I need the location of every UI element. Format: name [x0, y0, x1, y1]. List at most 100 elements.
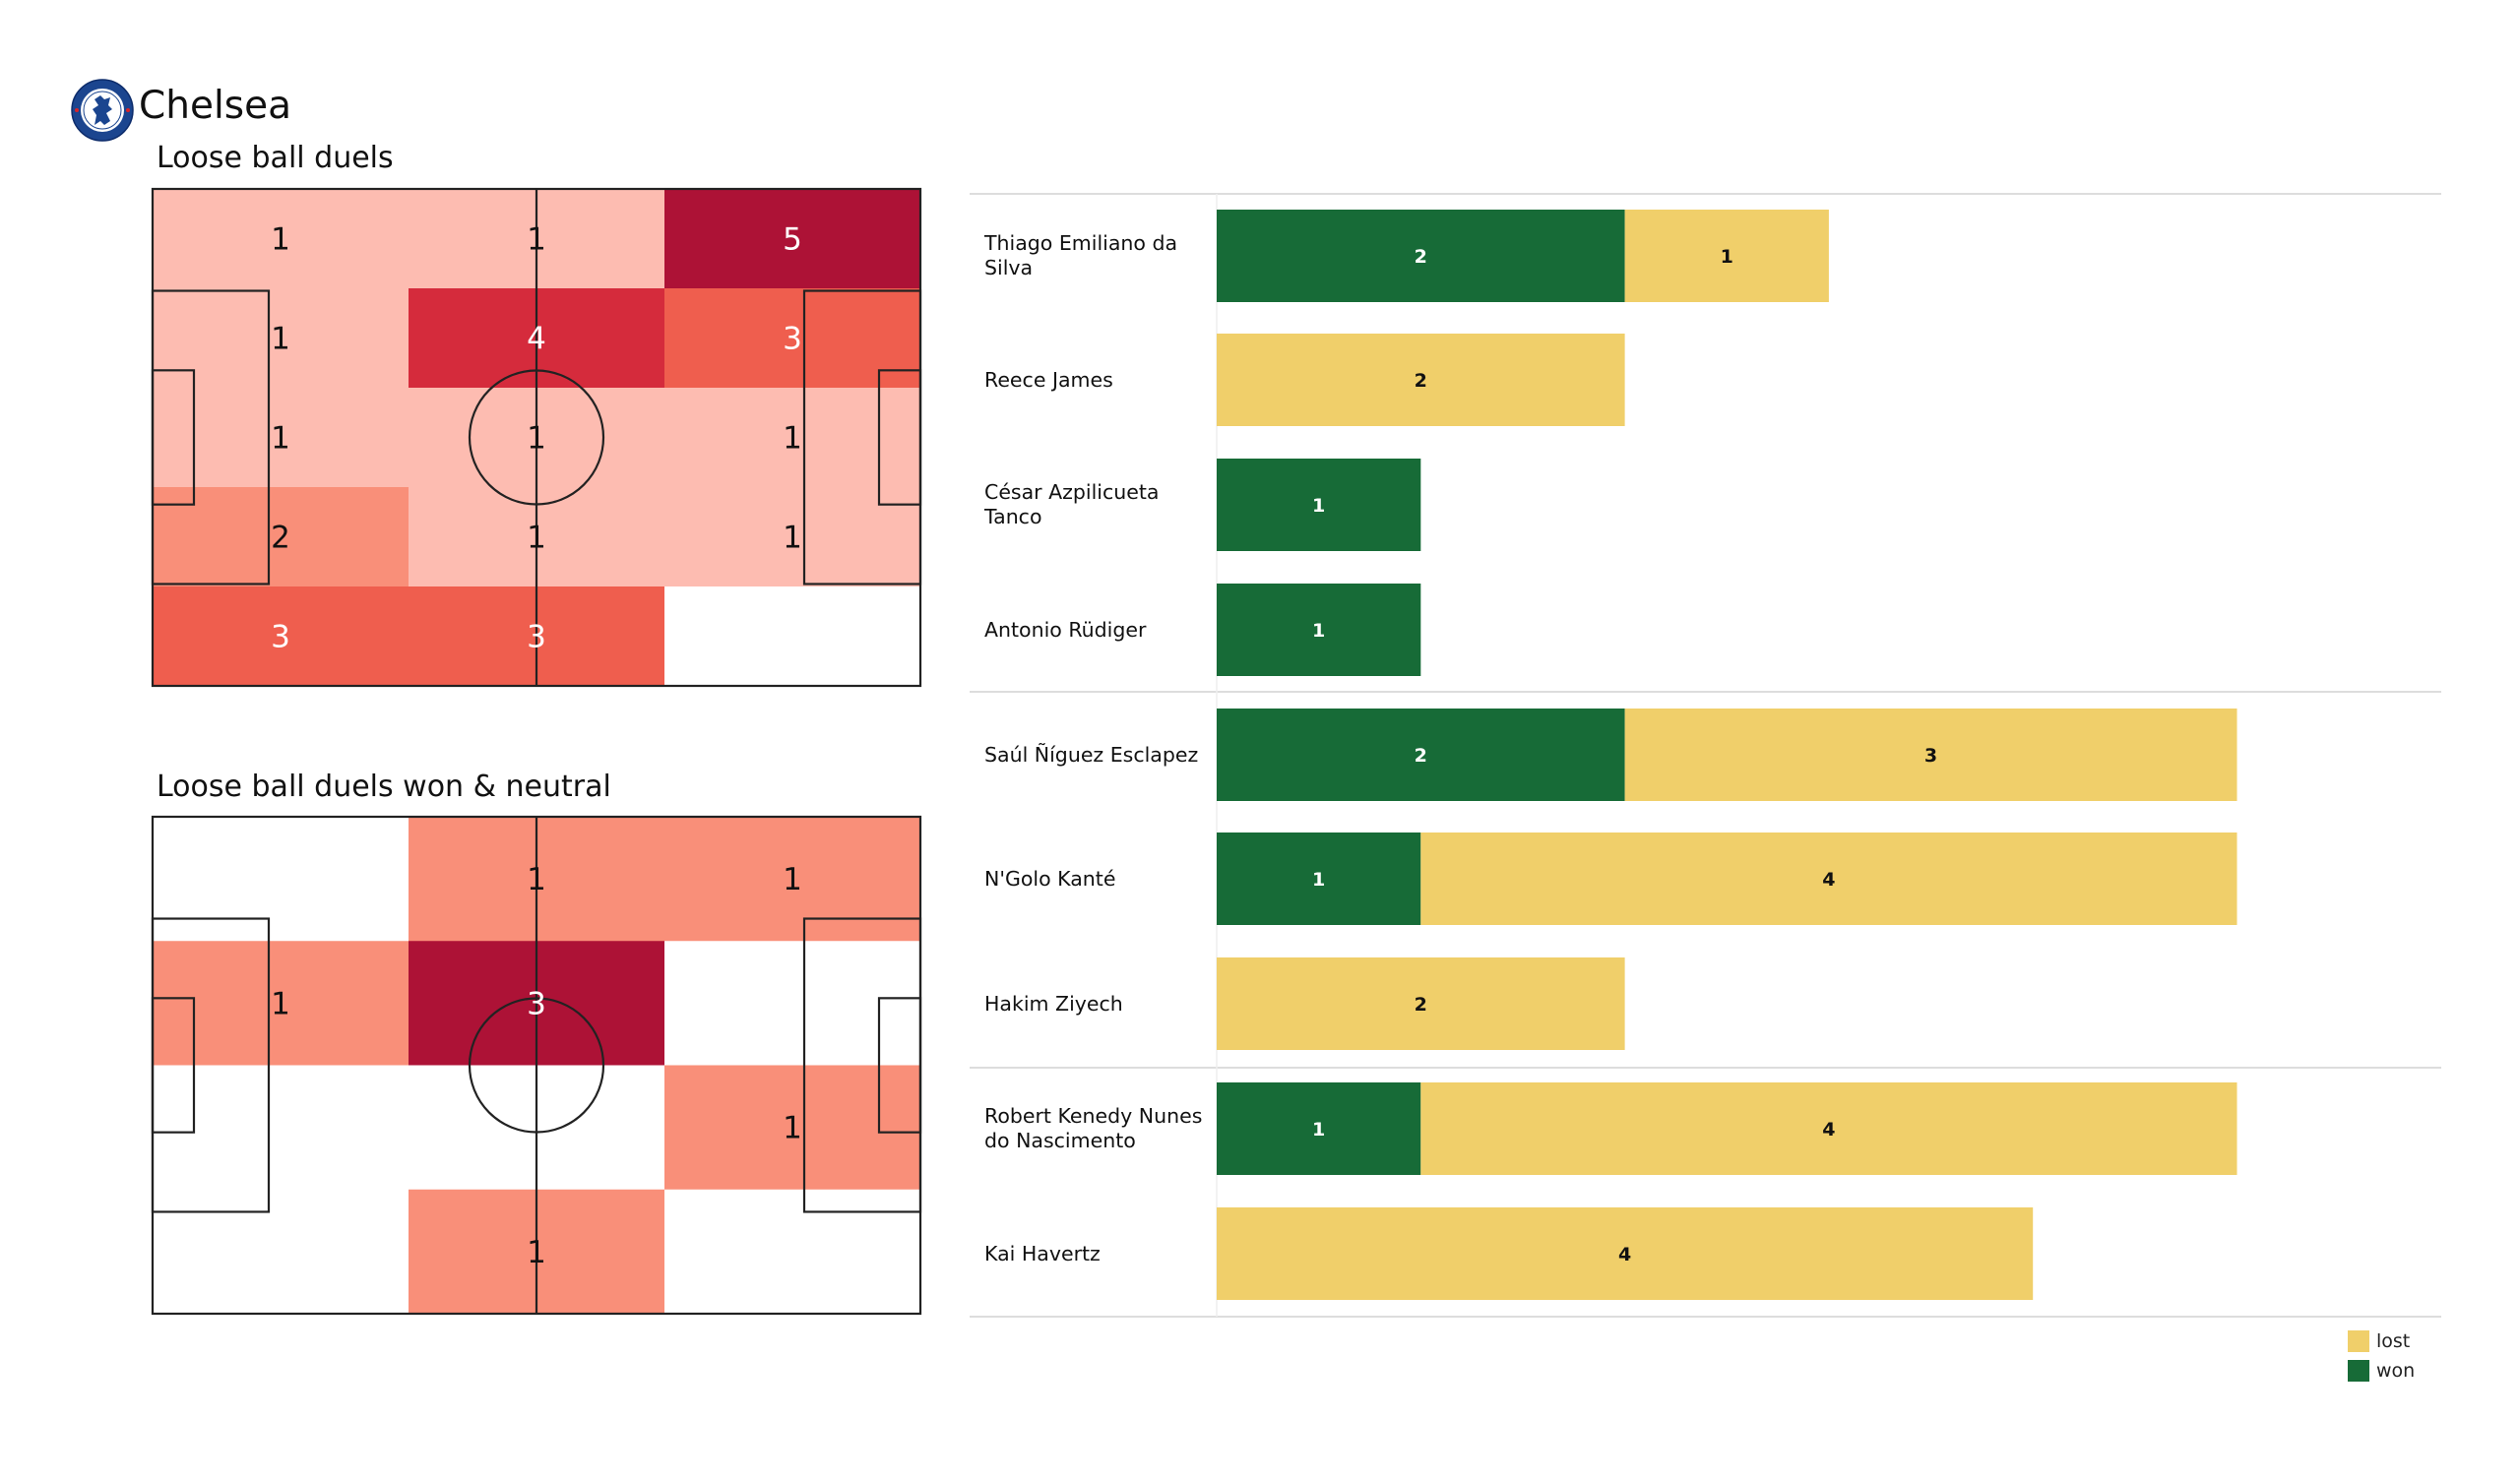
heatmap-value-label: 1: [271, 421, 290, 457]
heatmap-value-label: 1: [783, 1111, 802, 1146]
heatmap-cell: [153, 189, 410, 289]
player-duel-bar-chart: 2 1 2 1 1 2 3 1 4 2 1 4 4: [970, 193, 2441, 1318]
player-name-label: César Azpilicueta Tanco: [984, 480, 1216, 529]
player-name-label: Hakim Ziyech: [984, 992, 1216, 1017]
legend-swatch-lost: [2348, 1330, 2369, 1352]
bar-lost-value-label: 2: [1415, 370, 1427, 392]
player-name-line: Kai Havertz: [984, 1241, 1101, 1265]
heatmap-cell: [153, 586, 410, 687]
heatmap-cell: [153, 288, 410, 389]
heatmap-cell: [664, 189, 921, 289]
bar-won-value-label: 1: [1312, 495, 1325, 517]
goal-area-left: [151, 997, 196, 1134]
heatmap-value-label: 1: [783, 862, 802, 897]
legend-swatch-won: [2348, 1360, 2369, 1382]
player-name-line: Hakim Ziyech: [984, 991, 1123, 1016]
player-name-line: do Nascimento: [984, 1129, 1136, 1152]
pitch-lines: [151, 815, 922, 1316]
heatmap-value-label: 2: [271, 521, 290, 556]
bar-lost-value-label: 4: [1822, 869, 1835, 891]
player-name-line: Saúl Ñíguez Esclapez: [984, 742, 1199, 767]
center-circle: [468, 369, 605, 506]
center-circle: [468, 997, 605, 1134]
pitch-title-loose-ball-duels-won-neutral: Loose ball duels won & neutral: [157, 770, 611, 804]
heatmap-value-label: 1: [527, 421, 546, 457]
heatmap-cell: [153, 1065, 410, 1191]
heatmap-cell: [664, 941, 921, 1066]
player-name-line: N'Golo Kanté: [984, 866, 1116, 891]
heatmap-cell: [153, 1189, 410, 1315]
heatmap-value-label: 1: [783, 421, 802, 457]
legend-label-won: won: [2376, 1360, 2416, 1382]
bar-lost: [1217, 1207, 2034, 1300]
bar-won-value-label: 1: [1312, 869, 1325, 891]
bar-won: [1217, 832, 1421, 925]
bar-lost-value-label: 3: [1924, 745, 1937, 767]
player-name-label: Reece James: [984, 368, 1216, 393]
bar-won-value-label: 2: [1415, 745, 1427, 767]
bar-lost-value-label: 1: [1721, 246, 1733, 268]
heatmap-loose-ball-duels: 1 1 5 1 4 3 1 1 1 2 1 1 3 3: [151, 187, 922, 688]
player-name-label: Robert Kenedy Nunes do Nascimento: [984, 1104, 1216, 1153]
heatmap-value-label: 1: [527, 521, 546, 556]
heatmap-cell: [153, 941, 410, 1066]
player-name-line: Silva: [984, 256, 1034, 279]
heatmap-cell: [153, 388, 410, 488]
heatmap-value-label: 4: [527, 322, 546, 357]
bar-lost: [1624, 709, 2237, 801]
heatmap-value-label: 3: [527, 986, 546, 1021]
player-name-label: Antonio Rüdiger: [984, 618, 1216, 643]
goal-area-right: [877, 369, 922, 506]
heatmap-value-label: 3: [527, 620, 546, 655]
bar-lost: [1217, 957, 1625, 1050]
goal-area-right: [877, 997, 922, 1134]
bar-lost: [1624, 210, 1829, 302]
bar-won-value-label: 1: [1312, 1119, 1325, 1141]
bar-lost: [1420, 1082, 2237, 1175]
bar-won: [1217, 210, 1625, 302]
player-name-line: Thiago Emiliano da: [984, 231, 1178, 255]
bar-lost: [1420, 832, 2237, 925]
heatmap-value-label: 5: [783, 222, 802, 258]
bar-lost-value-label: 4: [1618, 1244, 1631, 1265]
player-name-label: N'Golo Kanté: [984, 867, 1216, 892]
bar-won: [1217, 1082, 1421, 1175]
heatmap-value-label: 1: [527, 1235, 546, 1270]
pitch-title-loose-ball-duels: Loose ball duels: [157, 141, 394, 175]
heatmap-cell: [664, 1189, 921, 1315]
heatmap-cell: [153, 487, 410, 587]
chelsea-crest-icon: [71, 79, 134, 142]
heatmap-value-label: 1: [527, 862, 546, 897]
player-name-label: Kai Havertz: [984, 1242, 1216, 1266]
player-name-line: Antonio Rüdiger: [984, 617, 1147, 642]
bar-lost: [1217, 334, 1625, 426]
heatmap-cell: [664, 817, 921, 942]
bar-won: [1217, 459, 1421, 551]
bar-won: [1217, 584, 1421, 676]
goal-area-left: [151, 369, 196, 506]
bar-won: [1217, 709, 1625, 801]
pitch-lines: [151, 187, 922, 688]
heatmap-value-label: 3: [783, 322, 802, 357]
legend-label-lost: lost: [2376, 1330, 2411, 1352]
bar-won-value-label: 2: [1415, 246, 1427, 268]
player-name-line: Tanco: [984, 505, 1042, 528]
bar-lost-value-label: 4: [1822, 1119, 1835, 1141]
player-name-line: Robert Kenedy Nunes: [984, 1104, 1203, 1128]
heatmap-value-label: 1: [271, 322, 290, 357]
heatmap-loose-ball-duels-won-neutral: 1 1 1 3 1 1: [151, 815, 922, 1316]
player-name-line: Reece James: [984, 367, 1113, 392]
heatmap-value-label: 1: [527, 222, 546, 258]
bar-won-value-label: 1: [1312, 620, 1325, 642]
heatmap-value-label: 1: [271, 986, 290, 1021]
player-name-line: César Azpilicueta: [984, 480, 1160, 504]
heatmap-cell: [664, 586, 921, 687]
heatmap-value-label: 1: [783, 521, 802, 556]
team-name: Chelsea: [139, 84, 291, 128]
heatmap-value-label: 3: [271, 620, 290, 655]
heatmap-value-label: 1: [271, 222, 290, 258]
heatmap-cell: [153, 817, 410, 942]
bar-lost-value-label: 2: [1415, 994, 1427, 1016]
player-name-label: Saúl Ñíguez Esclapez: [984, 743, 1216, 768]
player-name-label: Thiago Emiliano da Silva: [984, 231, 1216, 280]
